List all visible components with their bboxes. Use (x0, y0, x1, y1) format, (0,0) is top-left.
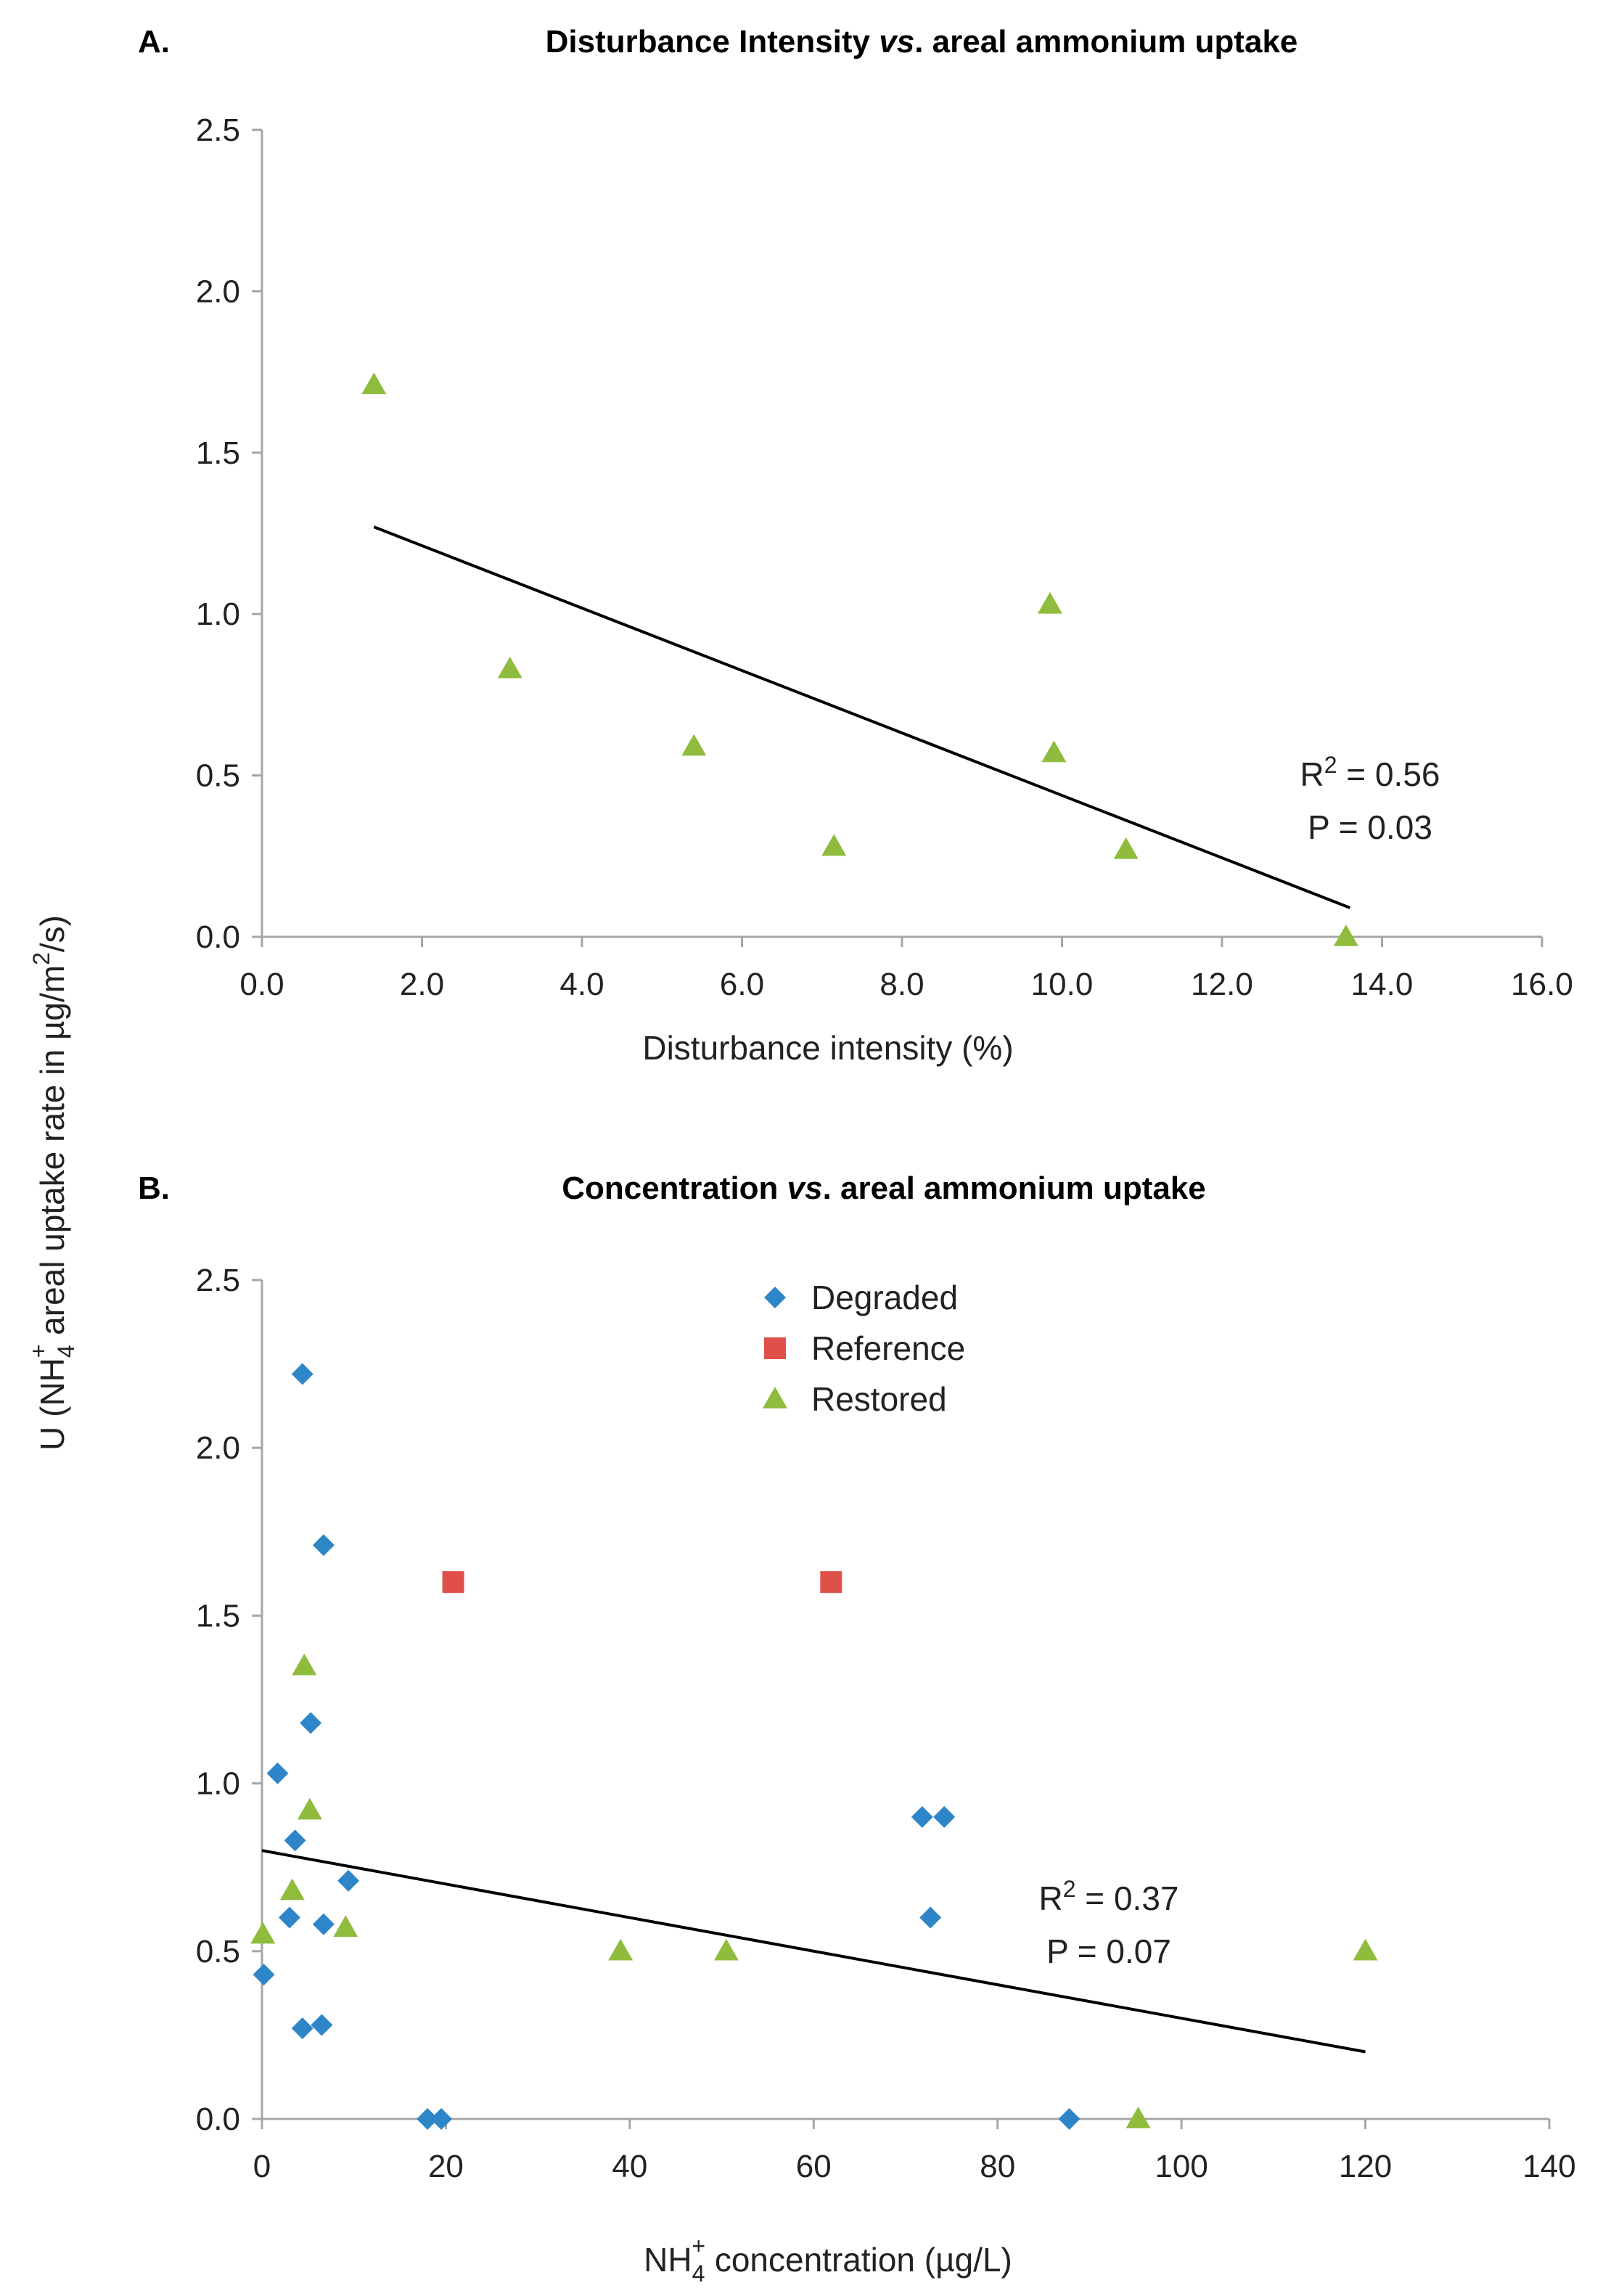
panel-b-points (250, 1363, 1378, 2130)
panel-b-point-restored (250, 1922, 276, 1944)
panel-b-y-tick-label: 0.0 (196, 2102, 240, 2137)
panel-b-x-axis-label: NH4+ concentration (µg/L) (644, 2233, 1012, 2287)
panel-b-x-tick-label: 20 (428, 2149, 464, 2184)
panel-b-point-degraded (919, 1906, 942, 1929)
panel-b-y-tick-label: 2.5 (196, 1263, 240, 1298)
panel-a-y-tick-label: 0.5 (196, 758, 240, 794)
panel-a-point-restored (681, 734, 707, 756)
panel-a-point-restored (361, 372, 387, 395)
panel-b-x-tick-label: 120 (1339, 2149, 1392, 2184)
panel-a-axes: 0.0 0.5 1.0 1.5 2.0 2.5 0.0 2.0 4.0 6.0 8.0 10.0 12.… (196, 112, 1573, 1002)
panel-a-x-tick-label: 12.0 (1191, 967, 1253, 1002)
panel-b-p-annotation: P = 0.07 (1046, 1932, 1171, 1970)
panel-a-point-restored (821, 834, 847, 856)
panel-b-point-degraded (933, 1805, 956, 1828)
panel-a-y-tick-label: 1.0 (196, 596, 240, 632)
panel-b-x-tick-label: 0 (253, 2149, 271, 2184)
panel-b-point-restored (333, 1915, 358, 1938)
panel-b-point-degraded (266, 1762, 289, 1784)
panel-a-y-tick-label: 1.5 (196, 435, 240, 471)
panel-b-r2-annotation: R2 = 0.37 (1039, 1876, 1179, 1917)
panel-b-x-tick-label: 100 (1155, 2149, 1207, 2184)
panel-a-x-tick-label: 8.0 (879, 967, 924, 1002)
panel-a-x-tick-label: 16.0 (1511, 967, 1573, 1002)
panel-b-point-degraded (291, 1363, 313, 1385)
legend-label-reference: Reference (811, 1329, 965, 1367)
panel-a-x-tick-label: 2.0 (400, 967, 444, 1002)
panel-b-point-degraded (1058, 2108, 1080, 2130)
shared-y-axis-label: U (NH4+ areal uptake rate in µg/m2/s) (25, 915, 79, 1451)
legend-marker-restored (763, 1387, 787, 1409)
panel-b-point-degraded (300, 1712, 322, 1734)
panel-a-y-tick-label: 0.0 (196, 919, 240, 955)
panel-b-point-reference (820, 1571, 842, 1594)
panel-b-point-restored (1125, 2107, 1151, 2128)
panel-b-point-degraded (417, 2108, 439, 2130)
panel-b-x-tick-label: 140 (1522, 2149, 1575, 2184)
panel-b-title: Concentration vs. areal ammonium uptake (562, 1170, 1206, 1206)
panel-a-point-restored (1333, 924, 1358, 946)
panel-a-r2-annotation: R2 = 0.56 (1300, 752, 1440, 793)
panel-b-point-degraded (253, 1964, 275, 1986)
panel-b-point-degraded (291, 2017, 313, 2040)
panel-b-x-tick-label: 60 (796, 2149, 832, 2184)
panel-a-x-tick-label: 6.0 (720, 967, 764, 1002)
panel-b-axes: 0.0 0.5 1.0 1.5 2.0 2.5 0 20 40 60 80 100 120 140 (196, 1263, 1576, 2184)
panel-a-p-annotation: P = 0.03 (1308, 808, 1432, 846)
panel-a-point-restored (1113, 837, 1139, 859)
panel-b-y-tick-label: 0.5 (196, 1934, 240, 1969)
panel-a-x-tick-label: 4.0 (559, 967, 604, 1002)
panel-b-letter: B. (138, 1170, 170, 1206)
panel-a-x-tick-label: 10.0 (1031, 967, 1094, 1002)
panel-a-points (361, 372, 1358, 946)
panel-a-point-restored (1037, 591, 1062, 614)
panel-b-point-restored (297, 1797, 322, 1820)
panel-b-point-restored (279, 1878, 305, 1901)
panel-b-y-tick-label: 1.5 (196, 1598, 240, 1633)
panel-a-letter: A. (138, 24, 170, 60)
panel-b: B. Concentration vs. areal ammonium upta… (138, 1170, 1576, 2287)
panel-b-y-tick-label: 1.0 (196, 1766, 240, 1802)
panel-b-point-restored (713, 1938, 739, 1961)
legend-label-restored: Restored (811, 1380, 947, 1418)
legend-marker-reference (764, 1337, 786, 1359)
panel-b-trendline (261, 1849, 1366, 2054)
panel-a-x-tick-label: 0.0 (239, 967, 284, 1002)
panel-b-point-degraded (337, 1869, 360, 1892)
panel-b-x-tick-label: 80 (980, 2149, 1015, 2184)
panel-a: A. Disturbance Intensity vs. areal ammon… (138, 24, 1573, 1067)
panel-b-point-restored (292, 1653, 317, 1676)
panel-b-point-restored (608, 1938, 633, 1961)
panel-b-point-degraded (430, 2108, 453, 2130)
panel-a-y-tick-label: 2.5 (196, 112, 240, 148)
panel-b-point-degraded (312, 1534, 335, 1557)
panel-b-point-degraded (911, 1805, 933, 1828)
legend-marker-degraded (764, 1287, 786, 1308)
panel-b-legend: Degraded Reference Restored (763, 1279, 965, 1418)
panel-a-x-axis-label: Disturbance intensity (%) (642, 1029, 1013, 1067)
panel-a-title: Disturbance Intensity vs. areal ammonium… (546, 24, 1298, 60)
panel-b-point-restored (1353, 1938, 1378, 1961)
panel-b-point-degraded (312, 1913, 335, 1935)
panel-a-point-restored (497, 656, 522, 678)
panel-a-x-tick-label: 14.0 (1351, 967, 1414, 1002)
panel-b-point-degraded (279, 1906, 301, 1929)
panel-b-y-tick-label: 2.0 (196, 1430, 240, 1466)
panel-b-x-tick-label: 40 (612, 2149, 647, 2184)
panel-b-point-reference (442, 1571, 464, 1594)
panel-a-trendline (373, 525, 1351, 909)
panel-a-y-tick-label: 2.0 (196, 274, 240, 309)
panel-a-point-restored (1041, 740, 1067, 763)
panel-b-point-degraded (311, 2014, 333, 2036)
legend-label-degraded: Degraded (811, 1279, 958, 1316)
panel-b-point-degraded (284, 1829, 306, 1852)
